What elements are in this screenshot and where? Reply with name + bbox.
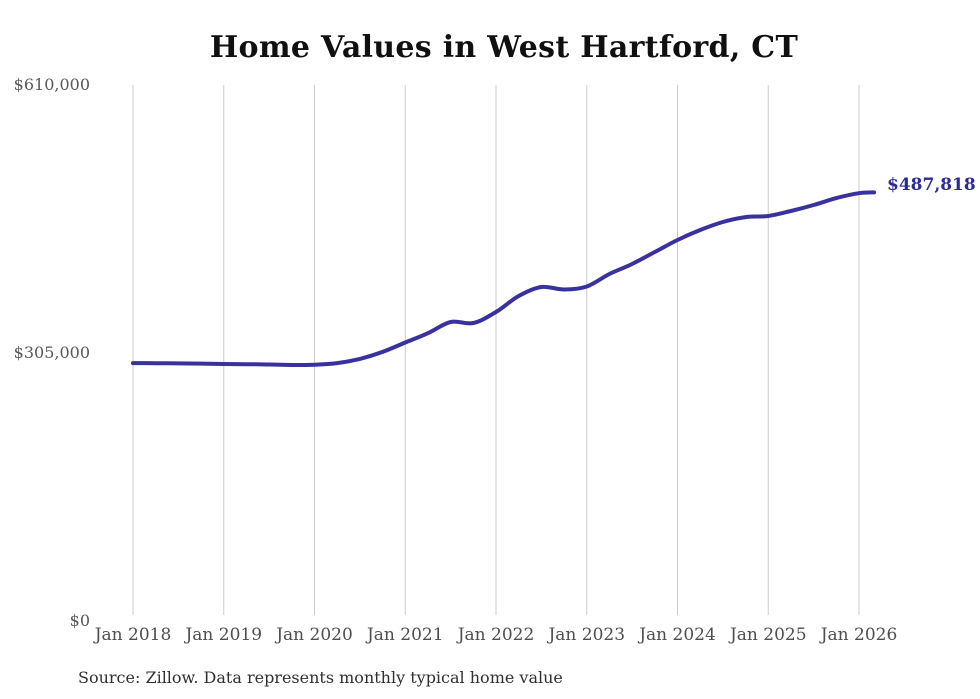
x-tick-label: Jan 2026 (820, 625, 898, 645)
x-tick-label: Jan 2023 (548, 625, 626, 645)
source-note: Source: Zillow. Data represents monthly … (78, 668, 563, 687)
end-value-label: $487,818 (887, 175, 976, 195)
chart-title: Home Values in West Hartford, CT (209, 30, 799, 65)
x-tick-label: Jan 2025 (729, 625, 807, 645)
x-tick-label: Jan 2018 (94, 625, 172, 645)
x-tick-label: Jan 2019 (185, 625, 263, 645)
value-line (131, 190, 877, 367)
x-tick-label: Jan 2022 (457, 625, 535, 645)
x-tick-label: Jan 2020 (276, 625, 353, 645)
y-tick-label: $610,000 (13, 75, 90, 94)
x-tick-label: Jan 2024 (639, 625, 716, 645)
y-tick-label: $0 (69, 611, 90, 630)
y-tick-label: $305,000 (13, 343, 90, 362)
x-tick-label: Jan 2021 (366, 625, 444, 645)
